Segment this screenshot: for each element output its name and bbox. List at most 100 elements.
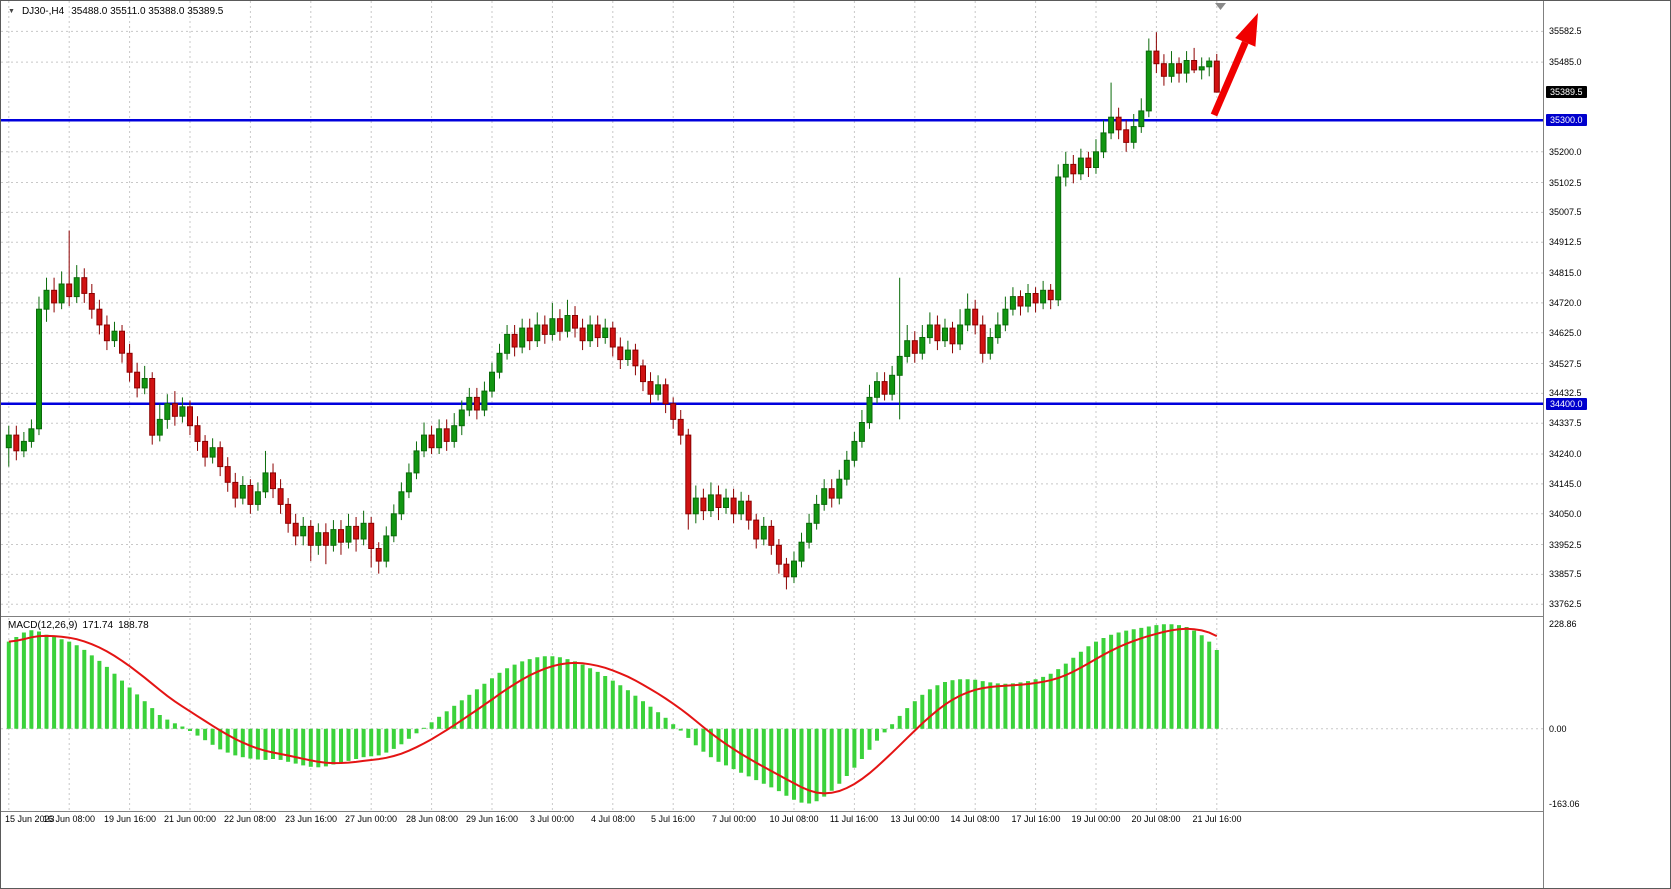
candle: [96, 308, 103, 326]
candle: [368, 522, 375, 549]
candle: [436, 428, 443, 449]
candle: [594, 324, 601, 339]
candle: [1183, 60, 1190, 74]
time-axis-label: 15 Jun 2023: [5, 814, 55, 824]
candle: [655, 384, 662, 395]
candle: [103, 324, 110, 342]
candle: [171, 403, 178, 417]
candle: [730, 497, 737, 515]
candle: [889, 374, 896, 395]
symbol-title: DJ30-,H4: [21, 6, 65, 17]
level-price-badge: 35300.0: [1546, 114, 1587, 126]
candle: [564, 315, 571, 332]
candle: [1176, 63, 1182, 74]
trend-arrow[interactable]: [1210, 41, 1249, 117]
candle: [926, 324, 933, 339]
macd-signal-line: [8, 627, 1218, 795]
candle: [481, 390, 488, 411]
time-axis-label: 17 Jul 16:00: [1011, 814, 1061, 824]
candle: [919, 337, 926, 354]
candle: [1198, 66, 1205, 71]
candle: [572, 315, 578, 329]
candle: [1138, 110, 1145, 128]
candle: [134, 371, 141, 389]
time-axis-label: 13 Jul 00:00: [890, 814, 940, 824]
candle: [496, 352, 503, 373]
candle: [760, 525, 767, 540]
time-axis[interactable]: 15 Jun 2023 16 Jun 08:00 19 Jun 16:00 21 Ju…: [1, 814, 1543, 830]
candle: [1130, 126, 1137, 143]
candle: [617, 346, 624, 361]
candle: [504, 333, 511, 354]
candle: [1062, 163, 1069, 178]
price-axis-label: 34050.0: [1549, 509, 1582, 519]
candle: [187, 406, 193, 427]
time-axis-separator: [1, 811, 1670, 812]
time-axis-label: 10 Jul 08:00: [769, 814, 819, 824]
candle: [813, 503, 820, 524]
macd-name: MACD(12,26,9): [8, 620, 78, 631]
candle: [896, 355, 903, 376]
candle: [700, 497, 707, 512]
macd-axis-label: 0.00: [1549, 724, 1567, 734]
candle: [723, 497, 729, 509]
price-axis-label: 35485.0: [1549, 57, 1582, 67]
time-axis-label: 19 Jul 00:00: [1071, 814, 1121, 824]
macd-panel-canvas[interactable]: [1, 618, 1543, 811]
candle: [307, 525, 314, 546]
candle: [353, 525, 360, 540]
candle: [874, 381, 880, 398]
candle: [232, 481, 239, 499]
candle: [451, 425, 458, 442]
price-axis-label: 33857.5: [1549, 569, 1582, 579]
candle: [466, 396, 473, 411]
candle: [579, 327, 586, 342]
time-axis-label: 22 Jun 08:00: [223, 814, 277, 824]
candle: [58, 283, 65, 304]
candle: [745, 500, 752, 521]
time-axis-label: 11 Jul 16:00: [829, 814, 879, 824]
symbol-marker-icon: ▼: [8, 8, 15, 15]
candle: [315, 532, 322, 546]
candle: [843, 459, 850, 480]
candle: [994, 324, 1001, 339]
candle: [322, 532, 329, 546]
candle: [1032, 293, 1039, 304]
price-axis-label: 34337.5: [1549, 418, 1582, 428]
candle: [66, 283, 73, 298]
candle: [707, 494, 714, 512]
candle: [277, 488, 284, 505]
candle: [1191, 60, 1198, 71]
candle: [768, 525, 775, 546]
price-axis-label: 33952.5: [1549, 540, 1582, 550]
candle: [738, 500, 745, 515]
price-axis-label: 34145.0: [1549, 479, 1582, 489]
candle: [285, 503, 292, 524]
candle: [262, 472, 269, 493]
candle: [519, 327, 526, 348]
price-axis-label: 34240.0: [1549, 449, 1582, 459]
candle: [1145, 50, 1152, 112]
panel-separator[interactable]: [1, 616, 1670, 617]
candle: [73, 277, 80, 298]
macd-main-value: 171.74: [82, 620, 114, 631]
macd-indicator-label: MACD(12,26,9) 171.74 188.78: [8, 620, 154, 631]
ohlc-values: 35488.0 35511.0 35388.0 35389.5: [71, 6, 224, 17]
price-axis-label: 34527.5: [1549, 359, 1582, 369]
price-axis[interactable]: 35582.5 35485.0 35389.5 35300.0 35200.0 35102…: [1543, 1, 1670, 888]
candle: [1040, 289, 1047, 304]
time-axis-label: 27 Jun 00:00: [344, 814, 398, 824]
candle: [254, 491, 261, 505]
candle: [141, 378, 148, 389]
candle: [662, 384, 669, 405]
macd-axis-label: 228.86: [1549, 619, 1577, 629]
candle: [1206, 60, 1213, 68]
time-axis-label: 21 Jun 00:00: [163, 814, 217, 824]
time-axis-label: 23 Jun 16:00: [284, 814, 338, 824]
trend-arrow-head[interactable]: [1235, 13, 1258, 47]
price-axis-label: 34625.0: [1549, 328, 1582, 338]
candle: [791, 560, 797, 578]
main-chart-canvas[interactable]: [1, 1, 1543, 617]
candle: [383, 535, 390, 562]
